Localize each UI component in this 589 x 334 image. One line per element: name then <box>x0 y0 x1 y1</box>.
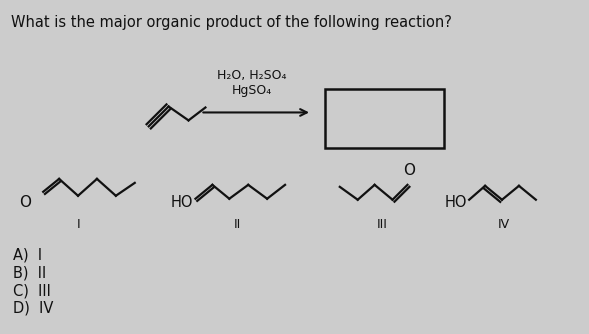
Text: C)  III: C) III <box>14 283 51 298</box>
Text: A)  I: A) I <box>14 247 42 262</box>
Text: D)  IV: D) IV <box>14 301 54 316</box>
Text: HO: HO <box>445 195 467 210</box>
Bar <box>325 89 444 148</box>
Text: III: III <box>377 217 388 230</box>
Text: I: I <box>77 217 81 230</box>
Text: What is the major organic product of the following reaction?: What is the major organic product of the… <box>11 15 452 30</box>
Text: HO: HO <box>171 195 193 210</box>
Text: IV: IV <box>498 217 510 230</box>
Text: B)  II: B) II <box>14 265 47 280</box>
Text: O: O <box>403 163 415 178</box>
Text: II: II <box>234 217 241 230</box>
Text: HgSO₄: HgSO₄ <box>232 84 272 97</box>
Text: H₂O, H₂SO₄: H₂O, H₂SO₄ <box>217 69 287 82</box>
Text: O: O <box>19 195 31 210</box>
